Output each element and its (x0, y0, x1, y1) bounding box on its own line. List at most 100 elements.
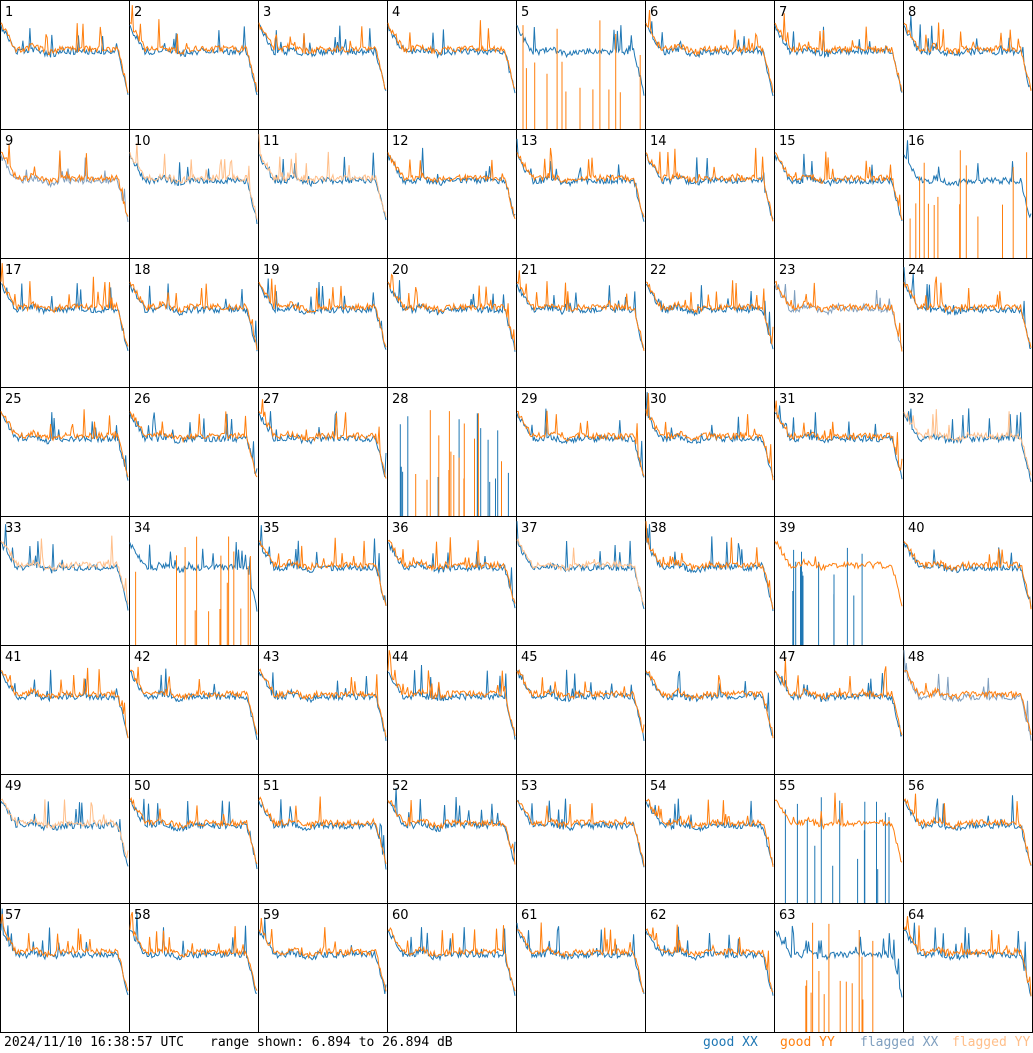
panel-frame (516, 516, 646, 646)
panel-number: 28 (392, 392, 409, 407)
legend-good-xx: good XX (703, 1035, 758, 1050)
panel-12: 12 (387, 129, 517, 259)
panel-56: 56 (903, 774, 1033, 904)
series-yy-line (0, 667, 129, 739)
panel-19: 19 (258, 258, 388, 388)
panel-frame (387, 258, 517, 388)
panel-frame (0, 774, 130, 904)
panel-26: 26 (129, 387, 259, 517)
panel-number: 58 (134, 908, 151, 923)
panel-frame (387, 903, 517, 1033)
series-xx-line (774, 283, 903, 349)
panel-number: 14 (650, 134, 667, 149)
panel-59: 59 (258, 903, 388, 1033)
panel-number: 24 (908, 263, 925, 278)
panel-number: 49 (5, 779, 22, 794)
series-yy-line (645, 924, 774, 993)
panel-number: 37 (521, 521, 538, 536)
panel-36: 36 (387, 516, 517, 646)
panel-46: 46 (645, 645, 775, 775)
panel-frame (387, 129, 517, 259)
panel-27: 27 (258, 387, 388, 517)
panel-60: 60 (387, 903, 517, 1033)
panel-frame (645, 516, 775, 646)
panel-number: 41 (5, 650, 22, 665)
panel-54: 54 (645, 774, 775, 904)
series-yy-line (522, 20, 641, 129)
panel-41: 41 (0, 645, 130, 775)
panel-53: 53 (516, 774, 646, 904)
series-yy-line (387, 799, 516, 865)
panel-6: 6 (645, 0, 775, 130)
series-yy-line (129, 797, 258, 865)
panel-10: 10 (129, 129, 259, 259)
panel-number: 12 (392, 134, 409, 149)
series-xx-line (387, 280, 516, 352)
panel-number: 54 (650, 779, 667, 794)
panel-52: 52 (387, 774, 517, 904)
panel-frame (258, 258, 388, 388)
panel-number: 45 (521, 650, 538, 665)
panel-frame (516, 903, 646, 1033)
series-yy-line (415, 410, 502, 516)
series-yy-line (774, 792, 903, 863)
panel-number: 15 (779, 134, 796, 149)
panel-17: 17 (0, 258, 130, 388)
series-yy-line (645, 798, 774, 867)
series-xx-line (903, 650, 1032, 741)
panel-number: 25 (5, 392, 22, 407)
series-yy-line (129, 143, 258, 220)
panel-number: 40 (908, 521, 925, 536)
panel-39: 39 (774, 516, 904, 646)
series-yy-line (135, 536, 251, 645)
series-yy-line (903, 276, 1032, 348)
series-xx-line (903, 922, 1032, 997)
panel-number: 44 (392, 650, 409, 665)
series-yy-line (645, 521, 774, 610)
panel-2: 2 (129, 0, 259, 130)
timestamp: 2024/11/10 16:38:57 UTC (4, 1035, 185, 1050)
series-yy-line (129, 912, 258, 991)
series-xx-line (792, 547, 863, 645)
panel-number: 19 (263, 263, 280, 278)
panel-55: 55 (774, 774, 904, 904)
panel-14: 14 (645, 129, 775, 259)
panel-frame (387, 645, 517, 775)
panel-33: 33 (0, 516, 130, 646)
panel-frame (903, 258, 1033, 388)
panel-number: 34 (134, 521, 151, 536)
series-yy-line (774, 540, 903, 607)
series-yy-line (129, 666, 258, 735)
panel-frame (129, 645, 259, 775)
panel-8: 8 (903, 0, 1033, 130)
series-xx-line (903, 140, 1032, 219)
series-yy-line (387, 537, 516, 604)
panel-number: 3 (263, 5, 271, 20)
series-yy-line (0, 535, 129, 605)
panel-48: 48 (903, 645, 1033, 775)
panel-frame (645, 903, 775, 1033)
panel-number: 26 (134, 392, 151, 407)
panel-number: 36 (392, 521, 409, 536)
panel-frame (258, 0, 388, 130)
panel-35: 35 (258, 516, 388, 646)
series-xx-line (0, 800, 129, 867)
series-yy-line (903, 793, 1032, 866)
panel-number: 57 (5, 908, 22, 923)
panel-frame (516, 387, 646, 517)
series-yy-line (645, 392, 774, 481)
panel-number: 1 (5, 5, 13, 20)
panel-frame (129, 387, 259, 517)
panel-number: 20 (392, 263, 409, 278)
panel-number: 51 (263, 779, 280, 794)
panel-31: 31 (774, 387, 904, 517)
series-xx-line (903, 15, 1032, 90)
series-yy-line (516, 922, 645, 993)
panel-frame (129, 258, 259, 388)
series-yy-line (387, 152, 516, 220)
panel-number: 27 (263, 392, 280, 407)
panel-11: 11 (258, 129, 388, 259)
series-xx-line (645, 524, 774, 612)
panel-number: 59 (263, 908, 280, 923)
series-yy-line (0, 409, 129, 478)
